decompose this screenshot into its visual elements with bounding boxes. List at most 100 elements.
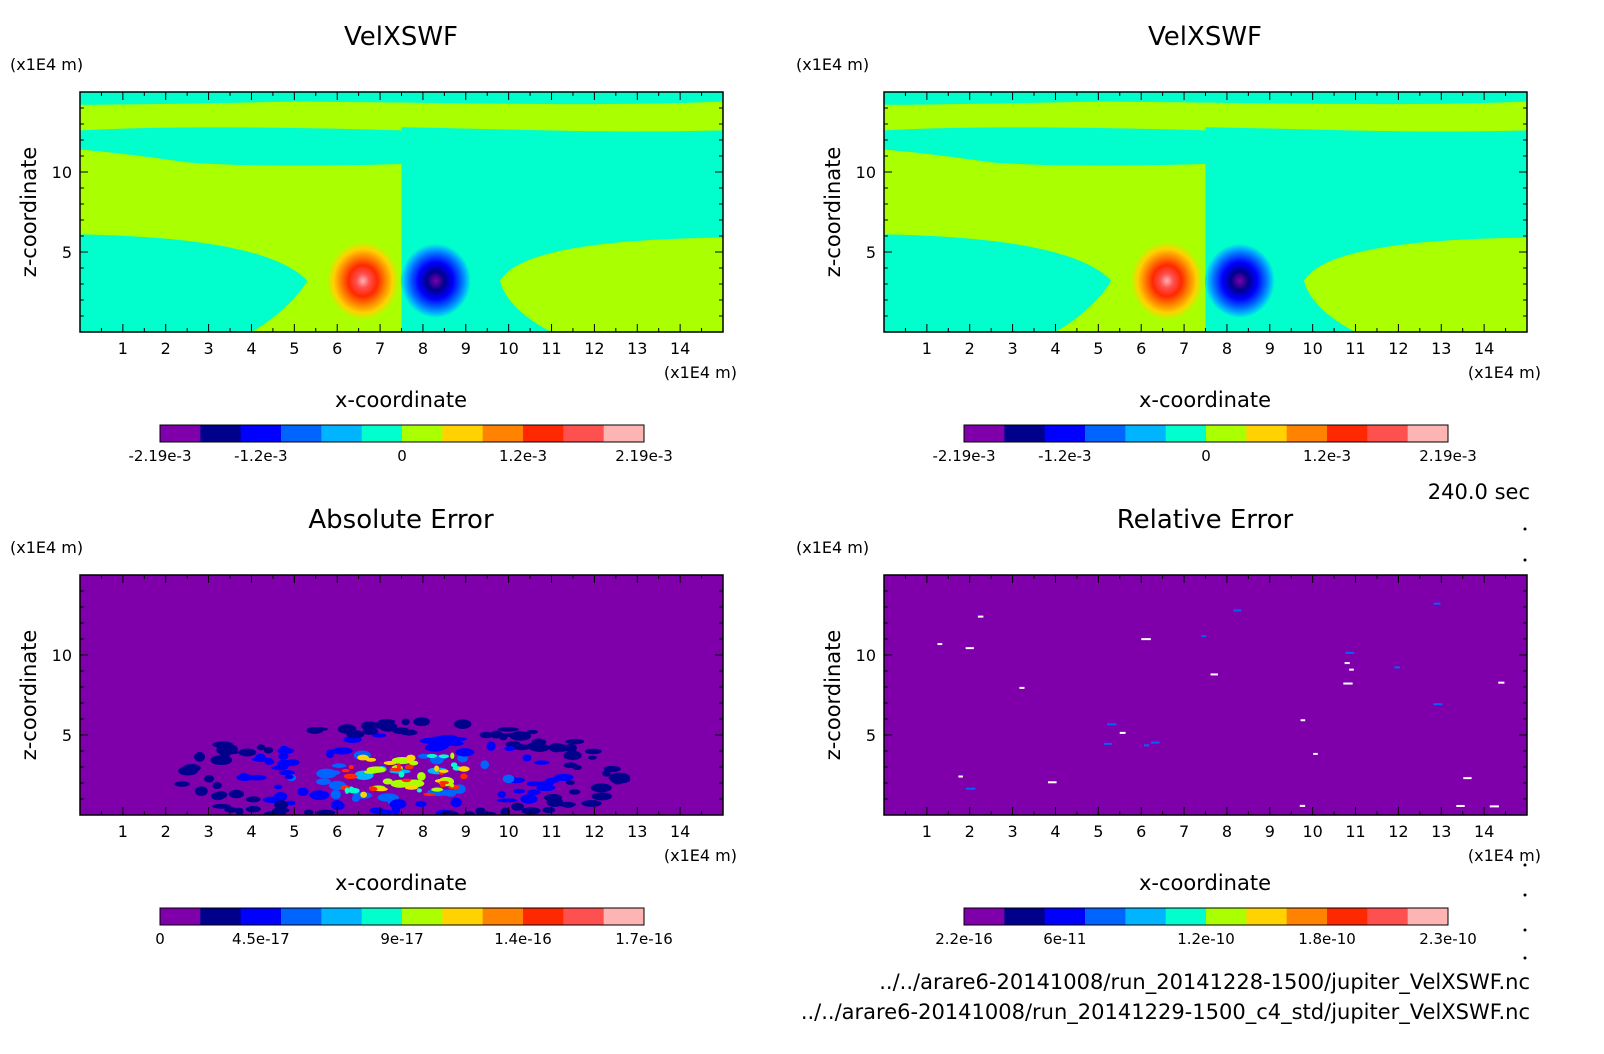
colorbar-swatch <box>240 908 282 925</box>
error-speck <box>273 784 283 790</box>
error-speck <box>245 805 261 813</box>
error-speck <box>1019 686 1025 689</box>
x-tick-label: 5 <box>289 339 299 358</box>
x-tick-label: 4 <box>1050 339 1060 358</box>
error-speck <box>590 783 612 793</box>
error-speck <box>1489 805 1499 808</box>
colorbar-swatch <box>603 425 645 442</box>
error-core-speck <box>450 752 455 759</box>
colorbar-swatch <box>442 908 484 925</box>
x-tick-label: 14 <box>1474 822 1494 841</box>
error-speck <box>400 729 418 736</box>
colorbar-swatch <box>1286 908 1328 925</box>
x-tick-label: 10 <box>1302 339 1322 358</box>
colorbar-frame <box>963 907 1449 926</box>
x-tick-label: 6 <box>332 822 342 841</box>
error-speck <box>450 736 467 742</box>
colorbar-swatch <box>1085 908 1126 925</box>
error-speck <box>511 802 524 811</box>
x-tick-label: 14 <box>670 822 690 841</box>
x-tick-label: 12 <box>1388 822 1408 841</box>
colorbar-swatch <box>1004 425 1046 442</box>
error-speck <box>1119 731 1126 734</box>
x-tick-label: 3 <box>204 339 214 358</box>
colorbar-swatch <box>482 425 524 442</box>
error-speck <box>309 790 330 801</box>
error-speck <box>382 778 393 785</box>
x-tick-label: 2 <box>161 339 171 358</box>
x-tick-label: 12 <box>1388 339 1408 358</box>
error-speck <box>360 721 378 731</box>
error-speck <box>245 796 261 803</box>
error-core-speck <box>396 763 401 770</box>
x-tick-label: 7 <box>375 822 385 841</box>
error-speck <box>1344 662 1350 665</box>
absolute-error-field <box>80 575 723 815</box>
x-tick-label: 8 <box>1222 339 1232 358</box>
error-speck <box>1313 752 1318 755</box>
colorbar-tick-label: 1.7e-16 <box>615 930 673 948</box>
colorbar-swatch <box>1125 908 1167 925</box>
error-speck <box>587 755 597 760</box>
colorbar-frame <box>963 424 1449 443</box>
x-unit-label: (x1E4 m) <box>664 846 737 865</box>
error-speck <box>278 752 289 760</box>
x-tick-label: 13 <box>627 822 647 841</box>
cyan-band-top <box>884 92 1527 105</box>
error-speck <box>584 748 602 755</box>
x-tick-label: 13 <box>1431 339 1451 358</box>
field-background <box>884 575 1527 815</box>
x-tick-label: 10 <box>498 339 518 358</box>
y-unit-label: (x1E4 m) <box>10 55 83 74</box>
error-speck <box>274 800 289 810</box>
error-speck <box>512 788 526 794</box>
x-tick-label: 4 <box>246 822 256 841</box>
error-speck <box>542 806 556 814</box>
colorbar-tick-label: 1.8e-10 <box>1298 930 1356 948</box>
error-speck <box>212 782 222 789</box>
colorbar-tick-label: 4.5e-17 <box>232 930 290 948</box>
error-speck <box>263 746 274 754</box>
x-tick-label: 8 <box>1222 822 1232 841</box>
x-tick-label: 5 <box>1093 339 1103 358</box>
error-speck <box>486 741 496 751</box>
colorbar-tick-label: 2.19e-3 <box>615 447 673 465</box>
colorbar-swatch <box>1044 908 1086 925</box>
colorbar-tick-label: 1.2e-3 <box>499 447 547 465</box>
x-tick-label: 9 <box>461 822 471 841</box>
colorbar-tick-label: -2.19e-3 <box>129 447 192 465</box>
error-speck <box>204 774 215 783</box>
x-tick-label: 4 <box>246 339 256 358</box>
error-speck <box>591 792 612 801</box>
error-speck <box>1107 723 1117 726</box>
colorbar-swatch <box>402 425 443 442</box>
x-tick-label: 6 <box>1136 339 1146 358</box>
error-core-speck <box>360 791 367 798</box>
x-tick-label: 1 <box>118 822 128 841</box>
x-tick-label: 2 <box>965 339 975 358</box>
error-speck <box>330 789 341 800</box>
x-axis-label: x-coordinate <box>335 871 467 895</box>
panel-title: Absolute Error <box>308 505 494 535</box>
x-tick-label: 14 <box>670 339 690 358</box>
velxswf-field-right <box>884 92 1527 332</box>
y-tick-label: 5 <box>62 243 72 262</box>
panel-velxswf-right: VelXSWF (x1E4 m) (x1E4 m) x-coordinate z… <box>796 22 1541 465</box>
x-tick-label: 7 <box>375 339 385 358</box>
error-core-speck <box>357 754 369 761</box>
velxswf-field-left <box>80 92 723 332</box>
colorbar-tick-label: -1.2e-3 <box>234 447 287 465</box>
x-tick-label: 6 <box>1136 822 1146 841</box>
y-unit-label: (x1E4 m) <box>796 538 869 557</box>
error-speck <box>533 760 550 765</box>
colorbar-tick-label: 6e-11 <box>1043 930 1086 948</box>
x-tick-label: 11 <box>1345 822 1365 841</box>
colorbar-tick-label: -1.2e-3 <box>1038 447 1091 465</box>
error-speck <box>1345 651 1355 654</box>
x-tick-label: 1 <box>118 339 128 358</box>
error-speck <box>1456 804 1465 807</box>
error-speck <box>497 727 519 732</box>
colorbar-tick-label: 0 <box>155 930 165 948</box>
x-tick-label: 9 <box>461 339 471 358</box>
error-speck <box>236 773 254 782</box>
